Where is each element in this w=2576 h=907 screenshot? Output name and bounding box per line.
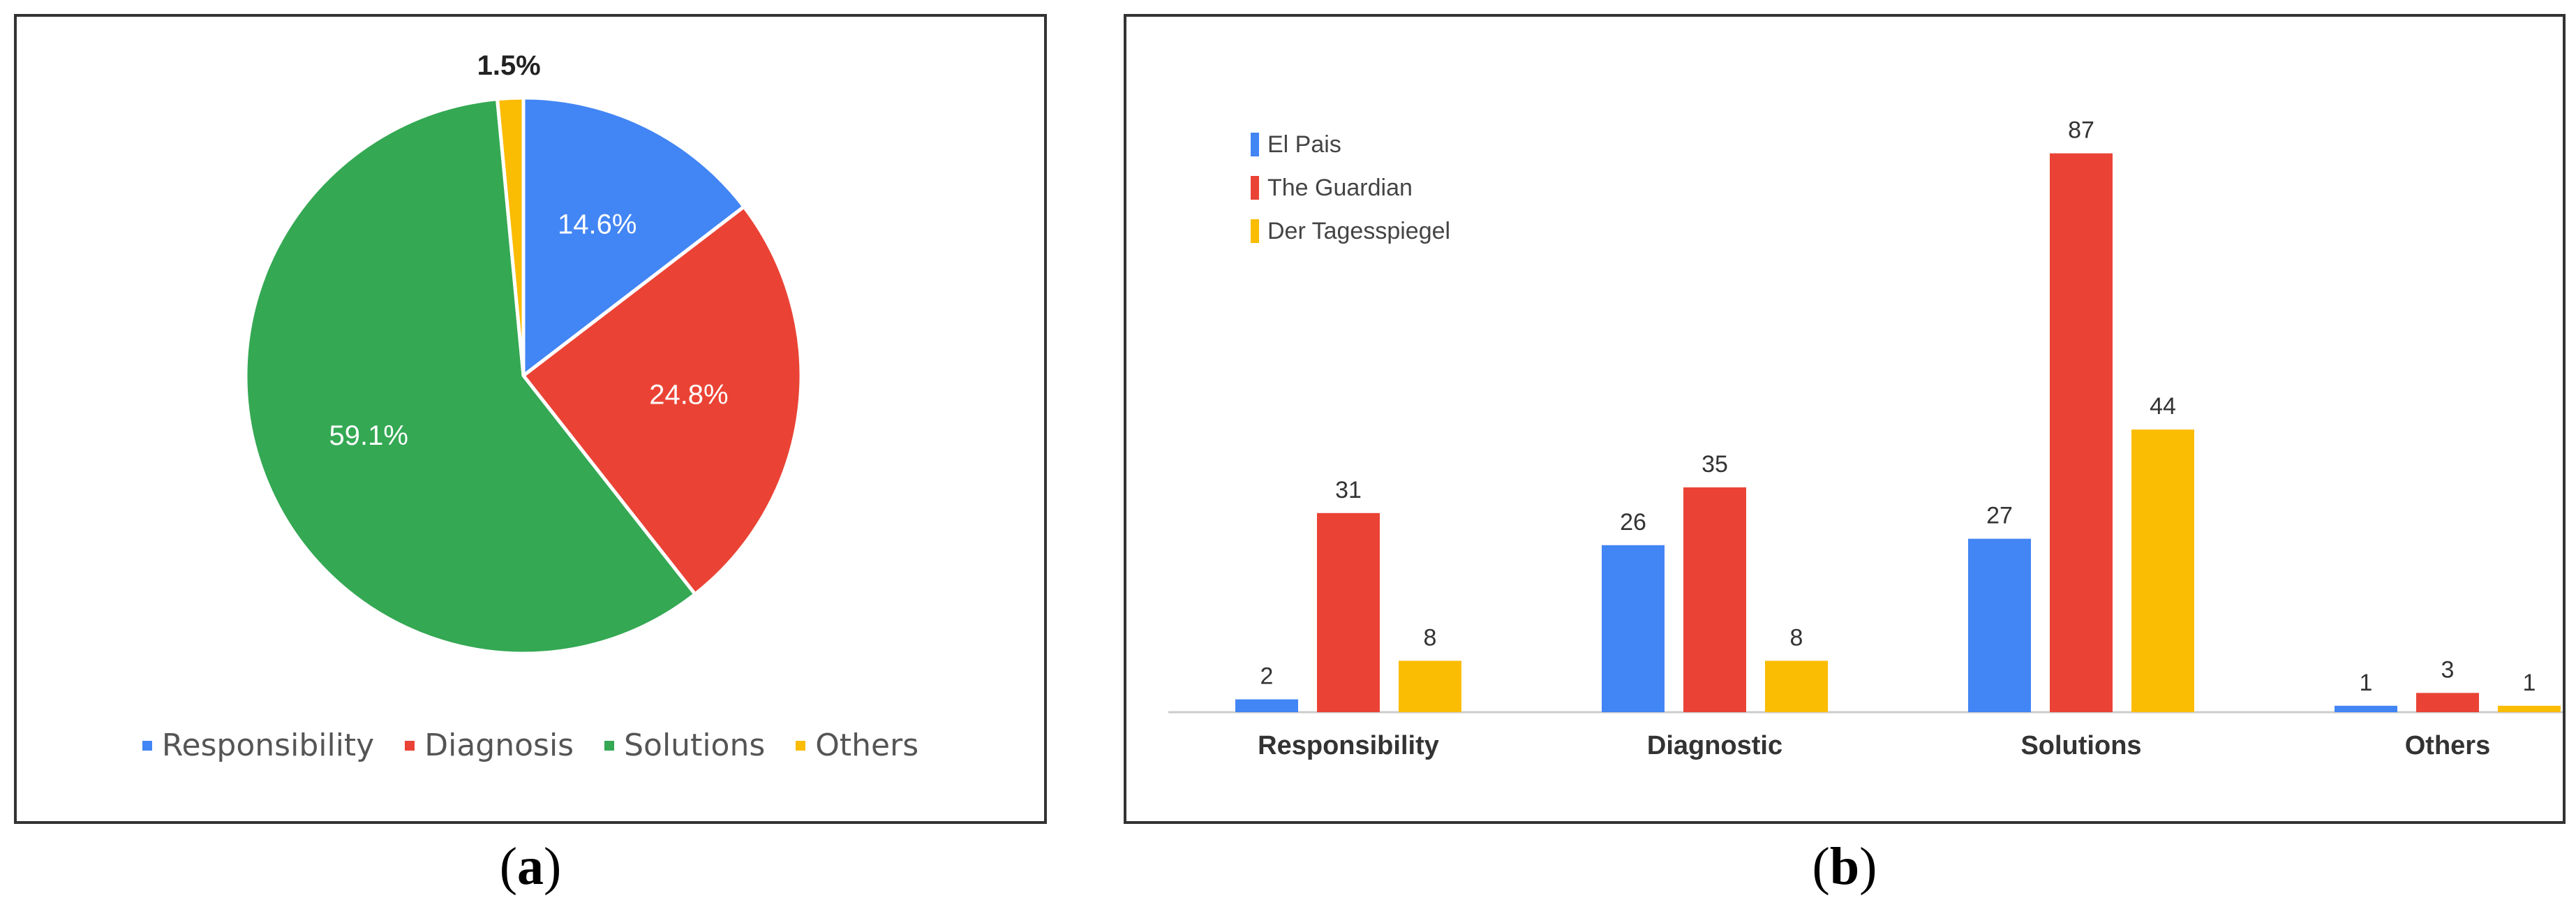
data-label-the-guardian-diagnostic: 35 (1702, 451, 1728, 478)
legend-swatch-others (796, 740, 806, 751)
bar-el-pais-others (2335, 705, 2397, 712)
legend-swatch-solutions (604, 740, 615, 751)
pie-legend-label-responsibility: Responsibility (161, 728, 375, 763)
bar-legend-label-el-pais: El Pais (1267, 131, 1341, 158)
data-label-el-pais-others: 1 (2360, 670, 2373, 696)
bar-legend-item-el-pais: El Pais (1251, 123, 1450, 166)
pie-legend-item-solutions: Solutions (604, 728, 765, 763)
data-label-der-tagesspiegel-solutions: 44 (2150, 393, 2176, 420)
bar-chart: Responsibility2318Diagnostic26358Solutio… (1168, 117, 2563, 760)
bar-der-tagesspiegel-solutions (2131, 429, 2194, 712)
bar-chart-panel: Responsibility 2 31 8 Diagnostic 26 35 8 Solutio… (1124, 14, 2566, 824)
bar-el-pais-diagnostic (1602, 545, 1665, 712)
x-tick-label-diagnostic: Diagnostic (1647, 731, 1782, 760)
bar-legend-item-der-tagesspiegel: Der Tagesspiegel (1251, 209, 1450, 253)
data-label-el-pais-solutions: 27 (1986, 503, 2013, 529)
legend-swatch-el-pais (1251, 133, 1259, 156)
bar-legend: El Pais The Guardian Der Tagesspiegel (1251, 123, 1450, 253)
pie-legend-item-responsibility: Responsibility (142, 728, 374, 763)
data-label-the-guardian-responsibility: 31 (1335, 477, 1362, 503)
x-tick-label-solutions: Solutions (2020, 731, 2141, 760)
bar-der-tagesspiegel-others (2498, 705, 2561, 712)
legend-swatch-responsibility (142, 740, 152, 751)
pie-legend-label-others: Others (815, 728, 919, 763)
bar-legend-label-the-guardian: The Guardian (1267, 174, 1413, 201)
bar-the-guardian-diagnostic (1683, 487, 1746, 712)
pie-slice-responsibility (521, 96, 747, 380)
x-tick-label-responsibility: Responsibility (1258, 731, 1439, 760)
bar-el-pais-solutions (1968, 538, 2031, 712)
data-label-the-guardian-others: 3 (2441, 656, 2455, 683)
data-label-el-pais-diagnostic: 26 (1620, 509, 1646, 536)
bar-the-guardian-others (2416, 693, 2479, 712)
data-label-der-tagesspiegel-responsibility: 8 (1424, 624, 1437, 651)
legend-swatch-der-tagesspiegel (1251, 219, 1259, 243)
pie-slice-solutions (244, 97, 698, 656)
bar-el-pais-responsibility (1235, 699, 1298, 712)
pie-legend-item-diagnosis: Diagnosis (405, 728, 574, 763)
pie-legend-label-diagnosis: Diagnosis (424, 728, 574, 763)
pie-label-others: 1.5% (477, 50, 541, 81)
pie-chart-panel: 14.6% 24.8% 59.1% 1.5% Responsibility Diagn… (14, 14, 1047, 824)
panel-caption-a: (a) (499, 837, 562, 896)
bar-der-tagesspiegel-diagnostic (1765, 661, 1828, 712)
pie-label-responsibility: 14.6% (558, 209, 636, 239)
data-label-der-tagesspiegel-diagnostic: 8 (1790, 624, 1803, 651)
bar-der-tagesspiegel-responsibility (1399, 661, 1461, 712)
pie-legend-item-others: Others (796, 728, 918, 763)
x-tick-label-others: Others (2405, 731, 2490, 760)
panel-caption-b: (b) (1812, 837, 1877, 896)
bar-the-guardian-responsibility (1317, 513, 1380, 712)
pie-legend-label-solutions: Solutions (624, 728, 766, 763)
data-label-der-tagesspiegel-others: 1 (2523, 670, 2536, 696)
bar-legend-label-der-tagesspiegel: Der Tagesspiegel (1267, 217, 1451, 244)
data-label-el-pais-responsibility: 2 (1260, 663, 1274, 690)
pie-chart: 14.6% 24.8% 59.1% 1.5% (244, 50, 803, 656)
pie-label-solutions: 59.1% (329, 420, 408, 451)
bar-the-guardian-solutions (2050, 153, 2113, 713)
panel-label-a: a (517, 837, 544, 896)
pie-label-diagnosis: 24.8% (649, 379, 728, 410)
legend-swatch-the-guardian (1251, 176, 1259, 200)
pie-slice-diagnosis (521, 204, 803, 597)
pie-legend: Responsibility Diagnosis Solutions Other… (17, 728, 1044, 763)
legend-swatch-diagnosis (405, 740, 415, 751)
data-label-the-guardian-solutions: 87 (2068, 117, 2094, 144)
bar-legend-item-the-guardian: The Guardian (1251, 166, 1450, 209)
panel-label-b: b (1829, 837, 1860, 896)
pie-slice-others (495, 96, 526, 376)
